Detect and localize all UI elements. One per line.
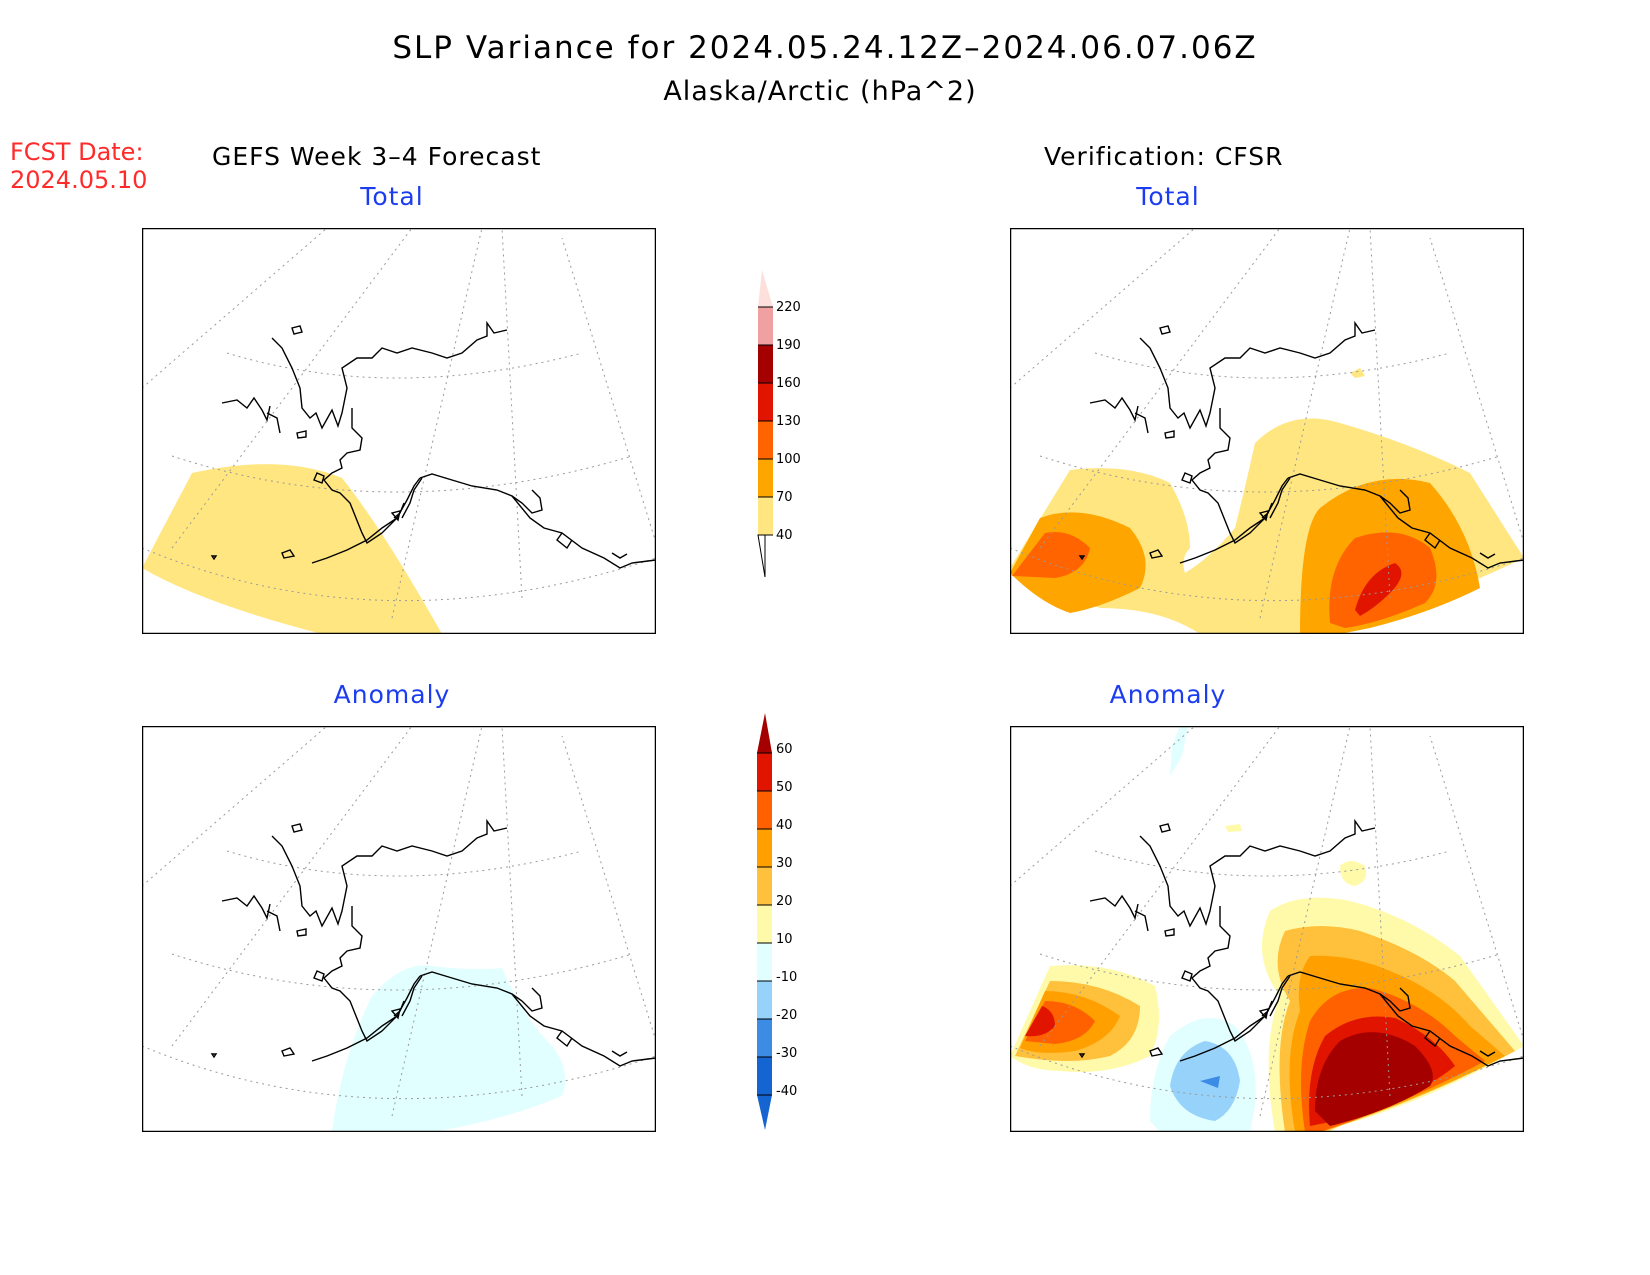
colorbar-segment-70-100 [758,459,773,497]
colorbar-label-30: 30 [776,856,793,871]
verification-anomaly-title: Anomaly [1109,680,1227,709]
colorbar-segment-30-40 [757,829,772,867]
colorbar-segment-190-220 [758,307,773,345]
anomaly-shade-neg20-neg10 [1170,726,1188,776]
variance-shade-40-70 [1350,368,1365,378]
forecast-total-title: Total [360,182,424,211]
anomaly-shade-10-20 [1340,861,1367,886]
colorbar-label-160: 160 [776,376,801,391]
colorbar-label-100: 100 [776,452,801,467]
anomaly-shade-10-20 [1225,824,1242,832]
colorbar-segment-20-30 [757,867,772,905]
total-colorbar: 40 70 100 130 160 190 220 [757,270,801,578]
forecast-anomaly-map [142,726,656,1132]
anomaly-shade-neg20-neg10 [332,965,566,1132]
colorbar-label-70: 70 [776,490,793,505]
colorbar-upper-triangle [757,713,772,753]
colorbar-label-20: 20 [776,894,793,909]
colorbar-segment-40-70 [758,497,773,535]
colorbar-segment-100-130 [758,421,773,459]
verification-total-map [1010,228,1524,634]
colorbar-label-neg30: -30 [776,1046,797,1061]
variance-shade-100-130 [1012,532,1090,578]
verification-column-header: Verification: CFSR [1044,142,1284,171]
forecast-anomaly-title: Anomaly [333,680,451,709]
forecast-total-map [142,228,656,634]
anomaly-shade-neg40-neg30 [1200,1076,1220,1088]
anomaly-shade-above-60 [1315,1032,1433,1126]
forecast-column-header: GEFS Week 3–4 Forecast [212,142,542,171]
colorbar-label-190: 190 [776,338,801,353]
colorbar-label-50: 50 [776,780,793,795]
colorbar-segment-50-60 [757,753,772,791]
figure-title-line1: SLP Variance for 2024.05.24.12Z–2024.06.… [392,30,1258,66]
verification-total-title: Total [1136,182,1200,211]
colorbar-label-neg10: -10 [776,970,797,985]
colorbar-label-220: 220 [776,300,801,315]
colorbar-label-10: 10 [776,932,793,947]
colorbar-lower-triangle [757,534,766,578]
colorbar-label-40: 40 [776,818,793,833]
colorbar-label-40: 40 [776,528,793,543]
colorbar-label-neg20: -20 [776,1008,797,1023]
variance-shade-130-160 [1355,563,1402,616]
colorbar-segment-130-160 [758,383,773,421]
colorbar-label-60: 60 [776,742,793,757]
colorbar-segment-neg20-neg10 [757,981,772,1019]
colorbar-segment-40-50 [757,791,772,829]
colorbar-segment-10-20 [757,905,772,943]
anomaly-colorbar: -40 -30 -20 -10 10 20 30 40 50 60 [757,713,797,1130]
colorbar-label-130: 130 [776,414,801,429]
verification-anomaly-map [1010,726,1524,1132]
forecast-date-label: FCST Date: 2024.05.10 [10,138,148,194]
anomaly-shade-50-60 [1025,1006,1055,1037]
variance-shade-40-70 [142,464,442,634]
colorbar-segment-neg10-10 [757,943,772,981]
colorbar-segment-neg40-neg30 [757,1057,772,1095]
colorbar-lower-triangle [757,1095,772,1130]
colorbar-label-neg40: -40 [776,1084,797,1099]
figure-title-line2: Alaska/Arctic (hPa^2) [663,76,977,107]
colorbar-segment-160-190 [758,345,773,383]
colorbar-upper-triangle [758,270,773,307]
colorbar-segment-neg30-neg20 [757,1019,772,1057]
